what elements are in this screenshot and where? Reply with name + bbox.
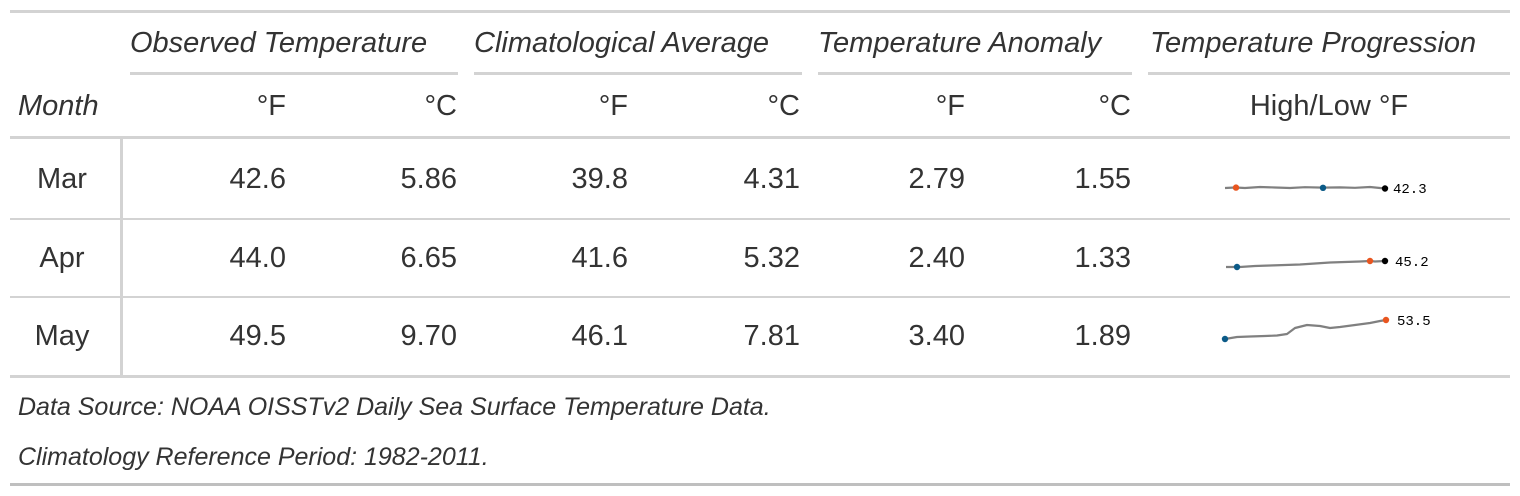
table-top-rule bbox=[10, 10, 1510, 13]
cell-clim-c: 4.31 bbox=[743, 163, 800, 195]
column-header-clim-c: °C bbox=[767, 90, 800, 122]
sparkline-label: 45.2 bbox=[1395, 255, 1429, 271]
cell-obs-f: 44.0 bbox=[229, 242, 286, 274]
sparkline-may: 53.5 bbox=[1221, 314, 1431, 343]
spanner-observed-rule bbox=[130, 72, 458, 75]
sparkline-line bbox=[1224, 318, 1387, 341]
cell-clim-f: 46.1 bbox=[571, 320, 628, 352]
last-marker bbox=[1381, 257, 1389, 265]
cell-anom-c: 1.89 bbox=[1074, 320, 1131, 352]
column-header-anom-f: °F bbox=[935, 90, 965, 122]
cell-obs-f: 42.6 bbox=[229, 163, 286, 195]
column-header-clim-f: °F bbox=[598, 90, 628, 122]
spanner-climatology-rule bbox=[474, 72, 802, 75]
sparkline-mar: 42.3 bbox=[1224, 182, 1427, 198]
cell-anom-c: 1.55 bbox=[1074, 163, 1131, 195]
cell-anom-f: 2.79 bbox=[908, 163, 965, 195]
footnote-climatology: Climatology Reference Period: 1982-2011. bbox=[18, 443, 489, 471]
spanner-anomaly-rule bbox=[818, 72, 1132, 75]
sparkline-label: 53.5 bbox=[1397, 314, 1431, 330]
stub-divider bbox=[120, 139, 123, 377]
row-month: Apr bbox=[39, 242, 85, 274]
header-bottom-rule bbox=[10, 136, 1510, 139]
sparkline-apr: 45.2 bbox=[1226, 255, 1429, 271]
low-marker bbox=[1319, 184, 1327, 191]
cell-anom-c: 1.33 bbox=[1074, 242, 1131, 274]
last-marker bbox=[1381, 185, 1389, 192]
high-marker bbox=[1366, 257, 1374, 265]
sparkline-label: 42.3 bbox=[1393, 182, 1427, 198]
column-header-obs-f: °F bbox=[256, 90, 286, 122]
cell-clim-f: 41.6 bbox=[571, 242, 628, 274]
row-rule bbox=[10, 296, 1510, 298]
row-rule bbox=[10, 218, 1510, 220]
column-header-progression: High/Low °F bbox=[1249, 90, 1409, 122]
column-header-month: Month bbox=[18, 90, 99, 122]
cell-clim-c: 5.32 bbox=[743, 242, 800, 274]
row-month: May bbox=[34, 320, 90, 352]
cell-anom-f: 2.40 bbox=[908, 242, 965, 274]
low-marker bbox=[1233, 263, 1241, 271]
row-month: Mar bbox=[37, 163, 87, 195]
cell-clim-c: 7.81 bbox=[743, 320, 800, 352]
spanner-progression: Temperature Progression bbox=[1150, 27, 1477, 59]
sparkline-line bbox=[1226, 259, 1386, 269]
table-bottom-rule bbox=[10, 483, 1510, 486]
cell-obs-c: 9.70 bbox=[400, 320, 457, 352]
spanner-anomaly: Temperature Anomaly bbox=[818, 27, 1102, 59]
cell-clim-f: 39.8 bbox=[571, 163, 628, 195]
table-body-bottom-rule bbox=[10, 375, 1510, 378]
column-header-anom-c: °C bbox=[1098, 90, 1131, 122]
column-header-obs-c: °C bbox=[424, 90, 457, 122]
cell-obs-f: 49.5 bbox=[229, 320, 286, 352]
high-marker bbox=[1382, 316, 1390, 324]
high-marker bbox=[1232, 184, 1240, 191]
cell-obs-c: 5.86 bbox=[400, 163, 457, 195]
cell-obs-c: 6.65 bbox=[400, 242, 457, 274]
cell-anom-f: 3.40 bbox=[908, 320, 965, 352]
sparkline-line bbox=[1224, 185, 1386, 190]
spanner-observed: Observed Temperature bbox=[130, 27, 428, 59]
spanner-progression-rule bbox=[1148, 72, 1510, 75]
footnote-source: Data Source: NOAA OISSTv2 Daily Sea Surf… bbox=[18, 393, 771, 421]
low-marker bbox=[1221, 335, 1229, 343]
spanner-climatology: Climatological Average bbox=[474, 27, 769, 59]
